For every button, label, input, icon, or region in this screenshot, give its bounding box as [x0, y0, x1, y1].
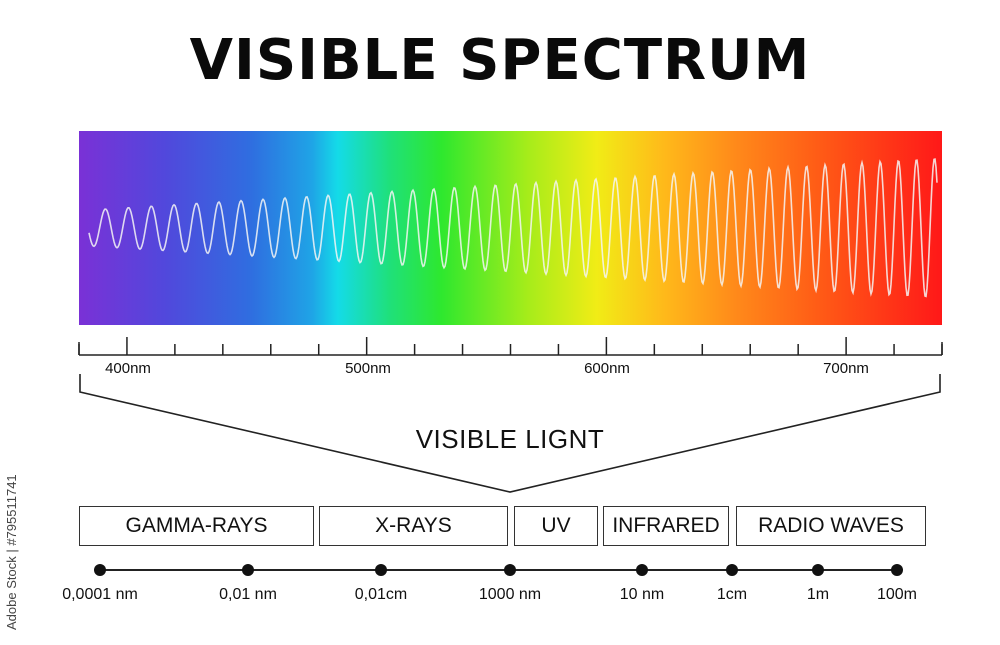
nm-label-400: 400nm	[105, 360, 151, 377]
wavelength-point	[726, 564, 738, 576]
band-infrared: INFRARED	[603, 506, 729, 546]
wavelength-point	[891, 564, 903, 576]
band-x-rays: X-RAYS	[319, 506, 508, 546]
wavelength-label: 0,01cm	[354, 586, 408, 603]
wavelength-label: 0,0001 nm	[62, 586, 138, 603]
band-gamma-rays: GAMMA-RAYS	[79, 506, 314, 546]
band-radio-waves: RADIO WAVES	[736, 506, 926, 546]
wavelength-point	[375, 564, 387, 576]
nm-label-500: 500nm	[345, 360, 391, 377]
nm-label-700: 700nm	[823, 360, 869, 377]
wave-path	[88, 158, 938, 298]
wavelength-point	[504, 564, 516, 576]
visible-light-bracket	[79, 374, 941, 493]
wavelength-axis-points	[94, 564, 903, 576]
wavelength-label: 1000 nm	[478, 586, 542, 603]
wavelength-point	[94, 564, 106, 576]
wavelength-wave	[88, 158, 938, 298]
nm-scale-ticks	[78, 337, 943, 355]
stock-id-watermark: Adobe Stock | #795511741	[4, 474, 19, 630]
wavelength-label: 1m	[806, 586, 830, 603]
wavelength-label: 0,01 nm	[219, 586, 277, 603]
page-title: VISIBLE SPECTRUM	[189, 28, 811, 93]
wavelength-point	[636, 564, 648, 576]
wavelength-label: 10 nm	[619, 586, 665, 603]
nm-label-600: 600nm	[584, 360, 630, 377]
wavelength-label: 100m	[876, 586, 918, 603]
wavelength-point	[242, 564, 254, 576]
wavelength-label: 1cm	[716, 586, 748, 603]
band-uv: UV	[514, 506, 598, 546]
wavelength-point	[812, 564, 824, 576]
visible-light-label: VISIBLE LIGNT	[415, 424, 605, 454]
